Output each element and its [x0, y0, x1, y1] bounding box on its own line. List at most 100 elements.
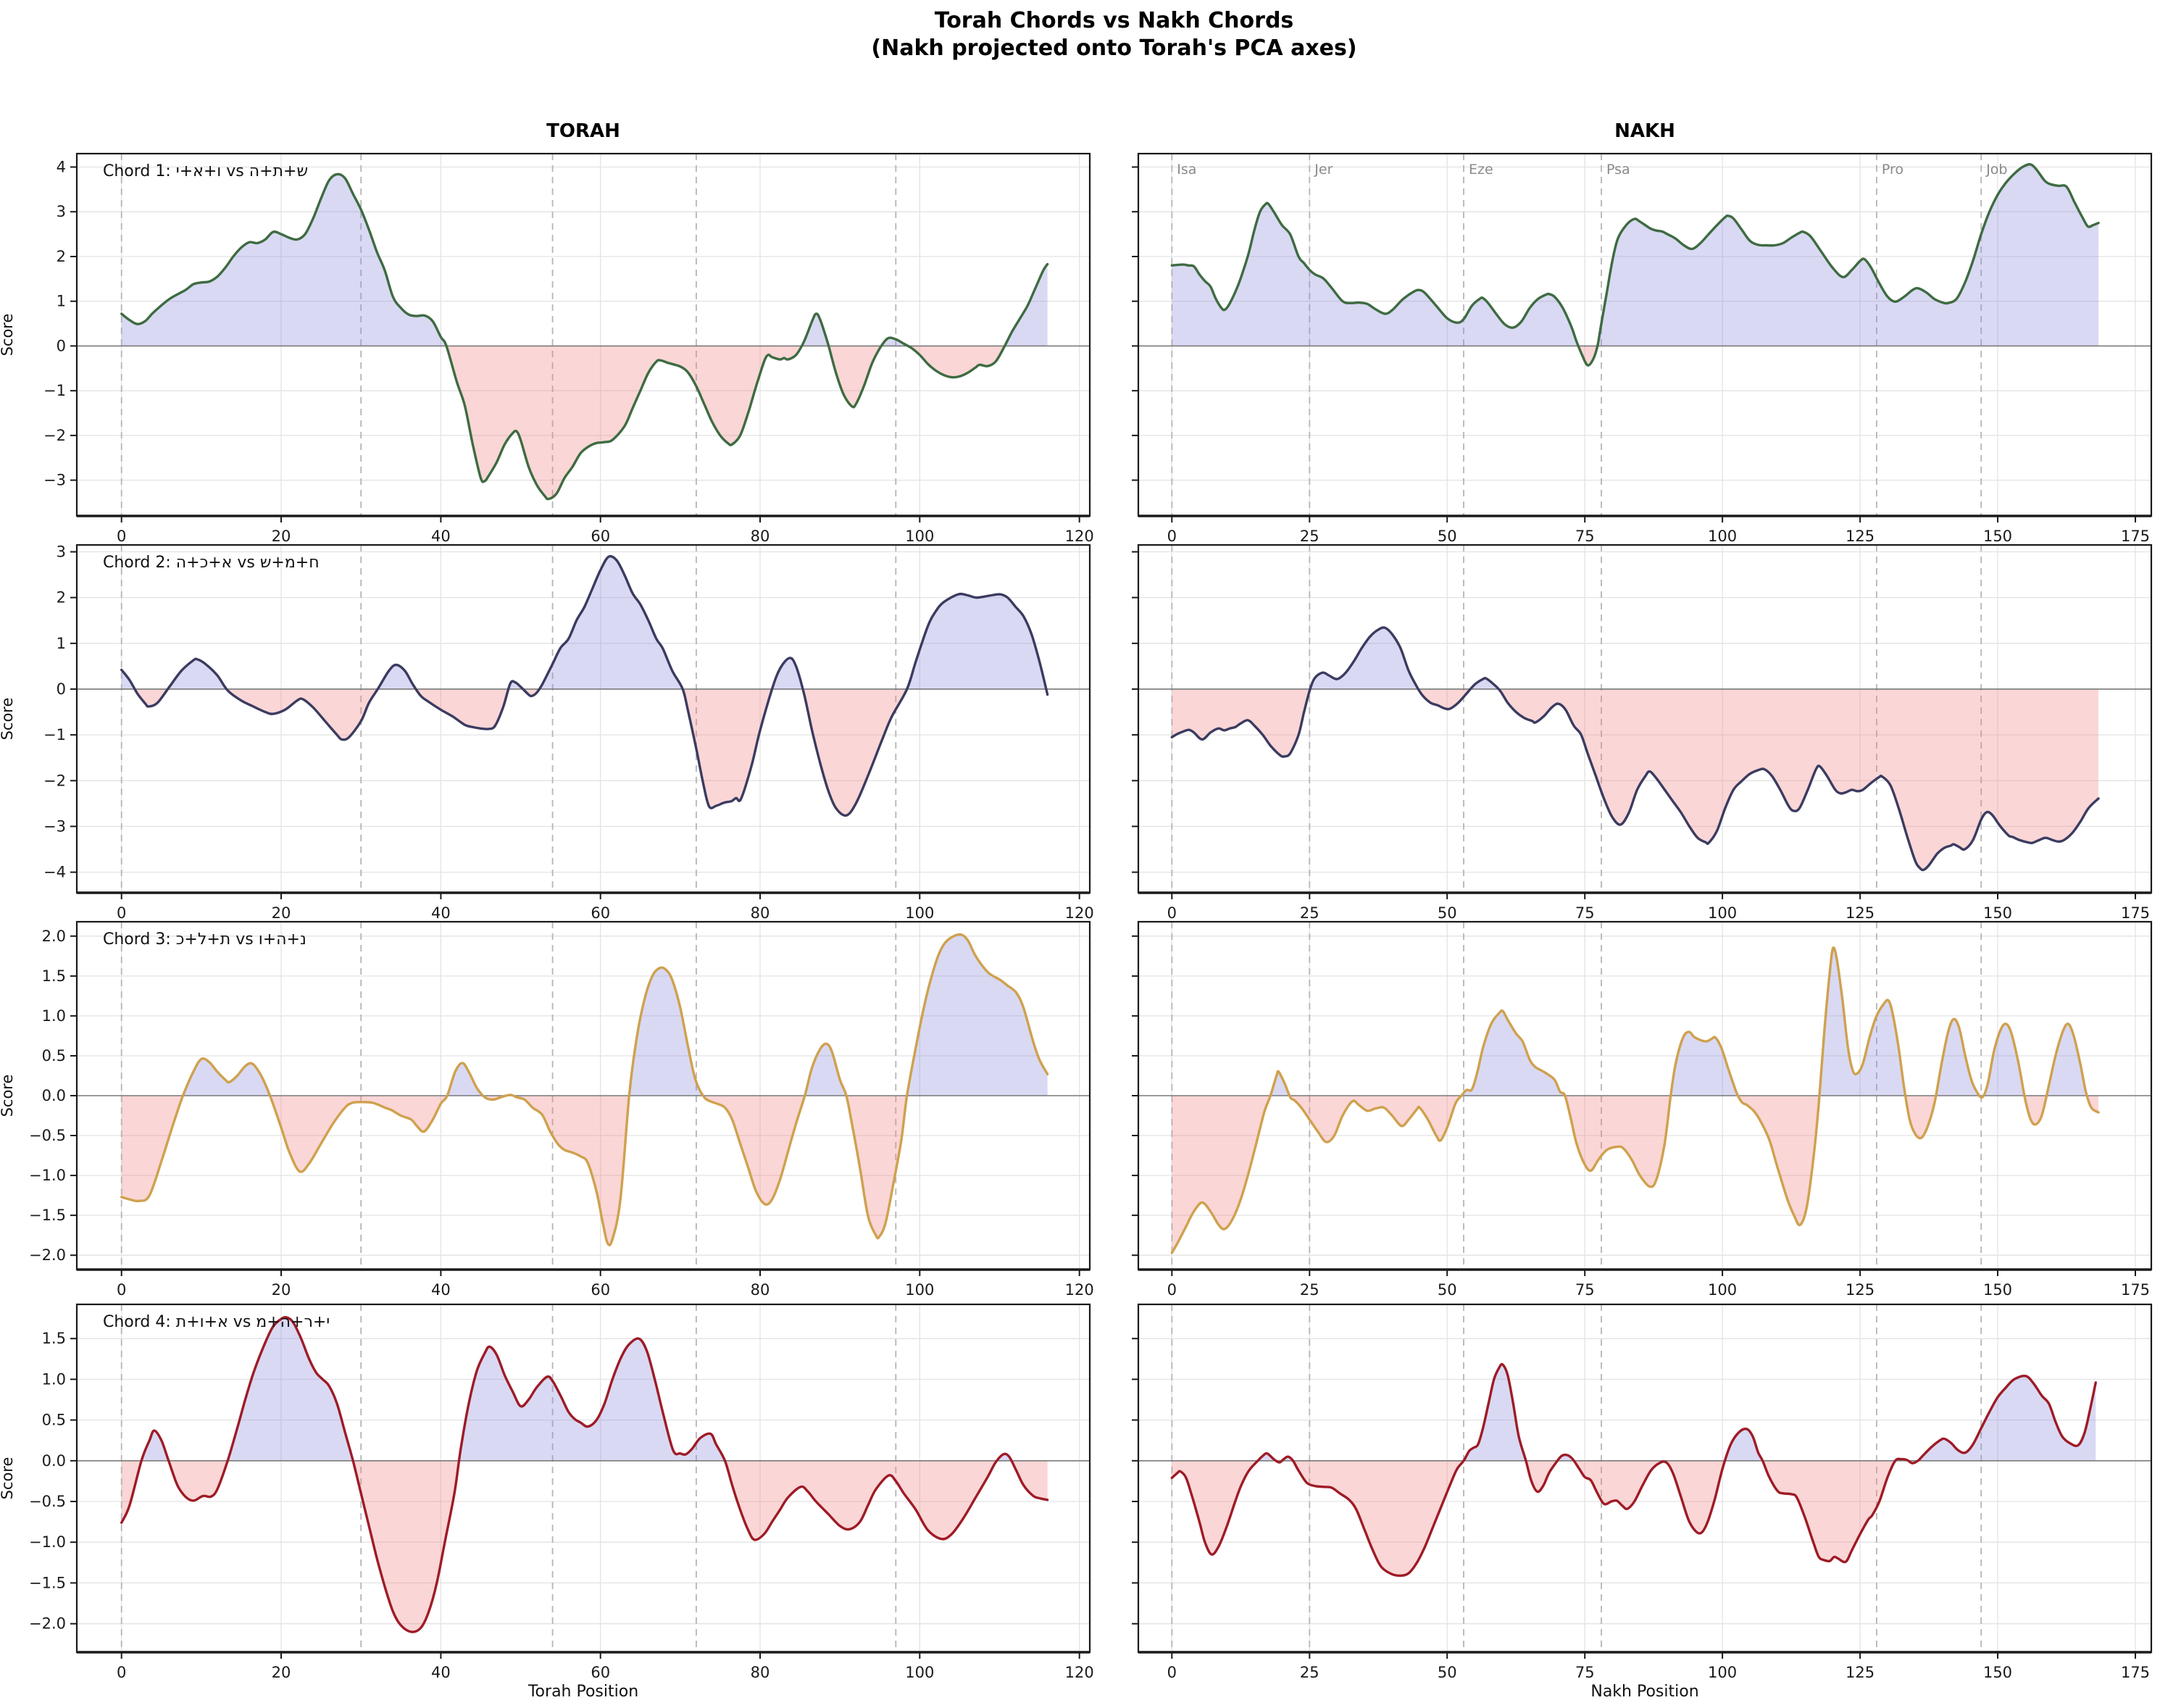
svg-text:0.5: 0.5	[42, 1412, 66, 1429]
svg-text:−2.0: −2.0	[29, 1615, 66, 1633]
svg-text:40: 40	[431, 904, 451, 922]
svg-text:0: 0	[117, 904, 126, 922]
svg-text:125: 125	[1846, 1664, 1875, 1681]
svg-text:125: 125	[1846, 904, 1875, 922]
svg-text:−1: −1	[43, 382, 66, 399]
chord-4-label: Chord 4: ת+ו+א vs מ+ה+ר+י	[103, 1313, 330, 1331]
svg-text:60: 60	[591, 1664, 610, 1681]
svg-text:125: 125	[1846, 528, 1875, 545]
svg-text:0: 0	[117, 528, 126, 545]
plot-torah-chord-4: Chord 4: ת+ו+א vs מ+ה+ר+י 0 20 40 60 80 100 12…	[29, 1303, 1094, 1681]
svg-text:25: 25	[1300, 904, 1319, 922]
svg-text:25: 25	[1300, 1664, 1319, 1681]
svg-text:80: 80	[751, 528, 770, 545]
svg-text:Pro: Pro	[1882, 162, 1903, 178]
y-axis-label-row1: Score	[0, 313, 16, 357]
svg-text:−1.5: −1.5	[29, 1207, 66, 1224]
svg-text:100: 100	[905, 904, 934, 922]
svg-text:100: 100	[905, 1664, 934, 1681]
svg-text:−1.5: −1.5	[29, 1574, 66, 1591]
svg-text:120: 120	[1065, 1664, 1094, 1681]
svg-text:175: 175	[2121, 1664, 2150, 1681]
svg-text:2.0: 2.0	[42, 928, 66, 945]
svg-text:0: 0	[1167, 1281, 1177, 1299]
svg-text:0.0: 0.0	[42, 1087, 66, 1104]
svg-text:1: 1	[57, 293, 66, 310]
y-axis-label-row3: Score	[0, 1074, 16, 1117]
svg-text:−2: −2	[43, 772, 66, 789]
svg-text:0: 0	[1167, 528, 1177, 545]
x-axis-label-nakh: Nakh Position	[1590, 1683, 1699, 1701]
column-title-nakh: NAKH	[1614, 120, 1675, 142]
svg-text:125: 125	[1846, 1281, 1875, 1299]
plot-nakh-chord-2: 0 25 50 75 100 125 150 175	[1132, 543, 2153, 922]
svg-text:175: 175	[2121, 904, 2150, 922]
svg-text:120: 120	[1065, 904, 1094, 922]
svg-text:100: 100	[1708, 1281, 1737, 1299]
svg-text:80: 80	[751, 1281, 770, 1299]
svg-text:2: 2	[57, 589, 66, 607]
svg-text:80: 80	[751, 904, 770, 922]
svg-text:100: 100	[905, 528, 934, 545]
svg-text:25: 25	[1300, 1281, 1319, 1299]
svg-text:100: 100	[905, 1281, 934, 1299]
svg-text:60: 60	[591, 528, 610, 545]
plot-nakh-chord-3: 0 25 50 75 100 125 150 175	[1132, 920, 2153, 1299]
svg-text:120: 120	[1065, 528, 1094, 545]
plot-nakh-chord-1: Isa Jer Eze Psa Pro Job 0 25 50 75 100 125 150 175	[1132, 152, 2153, 545]
svg-text:−1.0: −1.0	[29, 1533, 66, 1551]
svg-text:100: 100	[1708, 1664, 1737, 1681]
svg-text:75: 75	[1575, 528, 1595, 545]
svg-text:Job: Job	[1985, 162, 2007, 178]
svg-text:0.0: 0.0	[42, 1452, 66, 1470]
svg-text:0: 0	[117, 1281, 126, 1299]
svg-text:75: 75	[1575, 1281, 1595, 1299]
svg-text:20: 20	[272, 528, 291, 545]
figure-title-line2: (Nakh projected onto Torah's PCA axes)	[871, 36, 1357, 61]
svg-text:40: 40	[431, 1281, 451, 1299]
svg-text:Isa: Isa	[1177, 162, 1196, 178]
svg-text:60: 60	[591, 904, 610, 922]
figure-title: Torah Chords vs Nakh Chords (Nakh projec…	[77, 7, 2151, 62]
svg-text:2: 2	[57, 248, 66, 265]
svg-text:−2: −2	[43, 427, 66, 444]
plot-torah-chord-1: Chord 1: י+א+ו vs ה+ת+ש 0 20 40 60 80 100 120 4…	[43, 152, 1094, 545]
svg-text:−1.0: −1.0	[29, 1167, 66, 1184]
svg-text:−0.5: −0.5	[29, 1127, 66, 1144]
svg-text:0: 0	[57, 680, 66, 698]
svg-text:175: 175	[2121, 528, 2150, 545]
plot-torah-chord-3: Chord 3: כ+ל+ת vs ו+ה+נ 0 20 40 60 80 100 120 2…	[29, 920, 1094, 1299]
svg-text:0.5: 0.5	[42, 1047, 66, 1065]
svg-text:40: 40	[431, 528, 451, 545]
plot-nakh-chord-4: 0 25 50 75 100 125 150 175	[1132, 1303, 2153, 1681]
svg-text:−0.5: −0.5	[29, 1493, 66, 1510]
svg-text:80: 80	[751, 1664, 770, 1681]
svg-text:40: 40	[431, 1664, 451, 1681]
svg-text:Psa: Psa	[1606, 162, 1630, 178]
svg-text:150: 150	[1983, 1281, 2012, 1299]
svg-text:−2.0: −2.0	[29, 1246, 66, 1264]
svg-text:−1: −1	[43, 726, 66, 743]
svg-text:0: 0	[1167, 904, 1177, 922]
svg-text:1.0: 1.0	[42, 1370, 66, 1388]
svg-text:75: 75	[1575, 904, 1595, 922]
svg-text:150: 150	[1983, 904, 2012, 922]
figure-title-line1: Torah Chords vs Nakh Chords	[934, 8, 1294, 33]
svg-text:150: 150	[1983, 528, 2012, 545]
svg-text:−3: −3	[43, 472, 66, 489]
svg-text:175: 175	[2121, 1281, 2150, 1299]
svg-text:50: 50	[1438, 904, 1457, 922]
svg-text:3: 3	[57, 203, 66, 220]
y-axis-label-row4: Score	[0, 1457, 16, 1500]
svg-text:20: 20	[272, 904, 291, 922]
svg-text:0: 0	[117, 1664, 126, 1681]
svg-text:1.5: 1.5	[42, 967, 66, 985]
svg-text:20: 20	[272, 1664, 291, 1681]
svg-text:3: 3	[57, 543, 66, 561]
svg-text:Eze: Eze	[1469, 162, 1493, 178]
chord-2-label: Chord 2: ה+כ+א vs ש+מ+ח	[103, 554, 320, 572]
svg-text:150: 150	[1983, 1664, 2012, 1681]
svg-text:50: 50	[1438, 528, 1457, 545]
svg-text:−3: −3	[43, 817, 66, 835]
